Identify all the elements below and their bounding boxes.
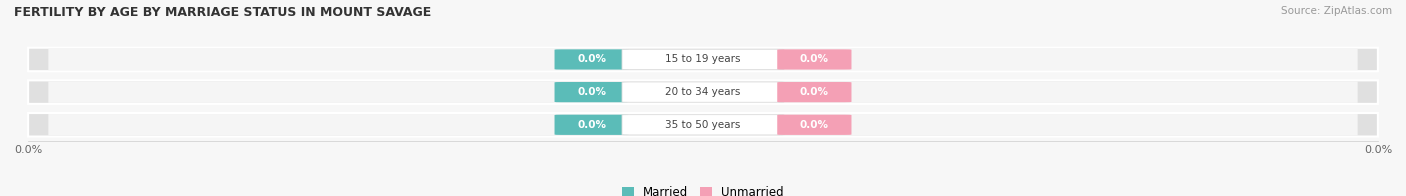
FancyBboxPatch shape <box>778 82 852 102</box>
Text: 0.0%: 0.0% <box>576 87 606 97</box>
Text: 35 to 50 years: 35 to 50 years <box>665 120 741 130</box>
Text: 0.0%: 0.0% <box>800 87 830 97</box>
FancyBboxPatch shape <box>28 48 1378 71</box>
Text: 0.0%: 0.0% <box>800 54 830 64</box>
Text: 15 to 19 years: 15 to 19 years <box>665 54 741 64</box>
FancyBboxPatch shape <box>621 49 785 70</box>
FancyBboxPatch shape <box>554 115 628 135</box>
FancyBboxPatch shape <box>48 114 1358 136</box>
Text: 0.0%: 0.0% <box>800 120 830 130</box>
FancyBboxPatch shape <box>28 113 1378 137</box>
FancyBboxPatch shape <box>48 49 1358 70</box>
Text: 0.0%: 0.0% <box>576 120 606 130</box>
FancyBboxPatch shape <box>554 49 628 70</box>
FancyBboxPatch shape <box>778 115 852 135</box>
FancyBboxPatch shape <box>28 80 1378 104</box>
Text: Source: ZipAtlas.com: Source: ZipAtlas.com <box>1281 6 1392 16</box>
FancyBboxPatch shape <box>48 81 1358 103</box>
FancyBboxPatch shape <box>554 82 628 102</box>
FancyBboxPatch shape <box>621 82 785 102</box>
Text: 0.0%: 0.0% <box>576 54 606 64</box>
Legend: Married, Unmarried: Married, Unmarried <box>621 186 785 196</box>
FancyBboxPatch shape <box>621 115 785 135</box>
Text: 20 to 34 years: 20 to 34 years <box>665 87 741 97</box>
FancyBboxPatch shape <box>778 49 852 70</box>
Text: FERTILITY BY AGE BY MARRIAGE STATUS IN MOUNT SAVAGE: FERTILITY BY AGE BY MARRIAGE STATUS IN M… <box>14 6 432 19</box>
